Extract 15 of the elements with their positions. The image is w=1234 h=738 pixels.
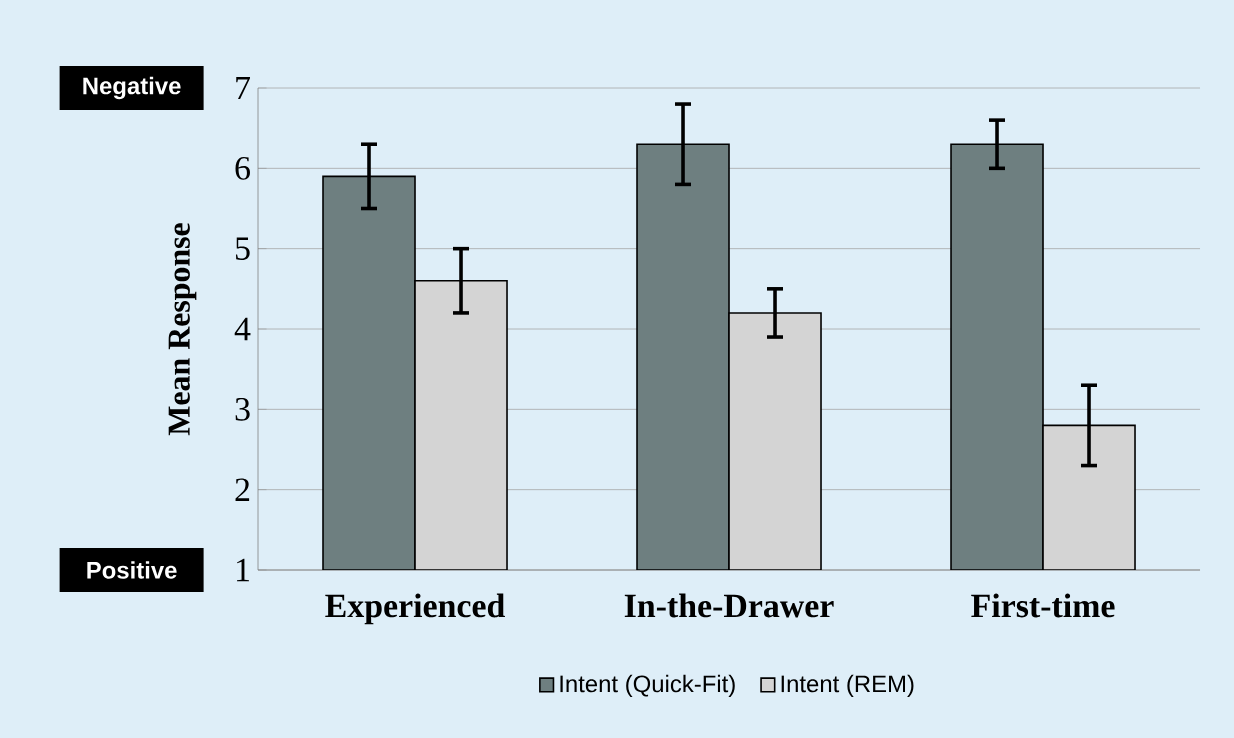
legend-label: Intent (Quick-Fit) bbox=[560, 674, 735, 698]
text: Negative bbox=[83, 76, 181, 100]
y-tick-label: 3 bbox=[235, 397, 250, 421]
x-tick-label: First-time bbox=[971, 593, 1115, 618]
y-tick-label: 1 bbox=[237, 558, 249, 582]
y-tick-label: 7 bbox=[236, 76, 250, 100]
y-tick-label: 4 bbox=[234, 317, 251, 341]
y-axis-title: Mean Response bbox=[168, 223, 197, 436]
legend-label: Intent (REM) bbox=[781, 674, 914, 698]
x-tick-label: Experienced bbox=[325, 593, 505, 625]
y-tick-label: 2 bbox=[235, 478, 250, 501]
x-tick-label: In-the-Drawer bbox=[624, 593, 834, 618]
text: Positive bbox=[87, 561, 177, 579]
y-tick-label: 5 bbox=[236, 237, 250, 260]
y-tick-label: 6 bbox=[235, 156, 250, 180]
